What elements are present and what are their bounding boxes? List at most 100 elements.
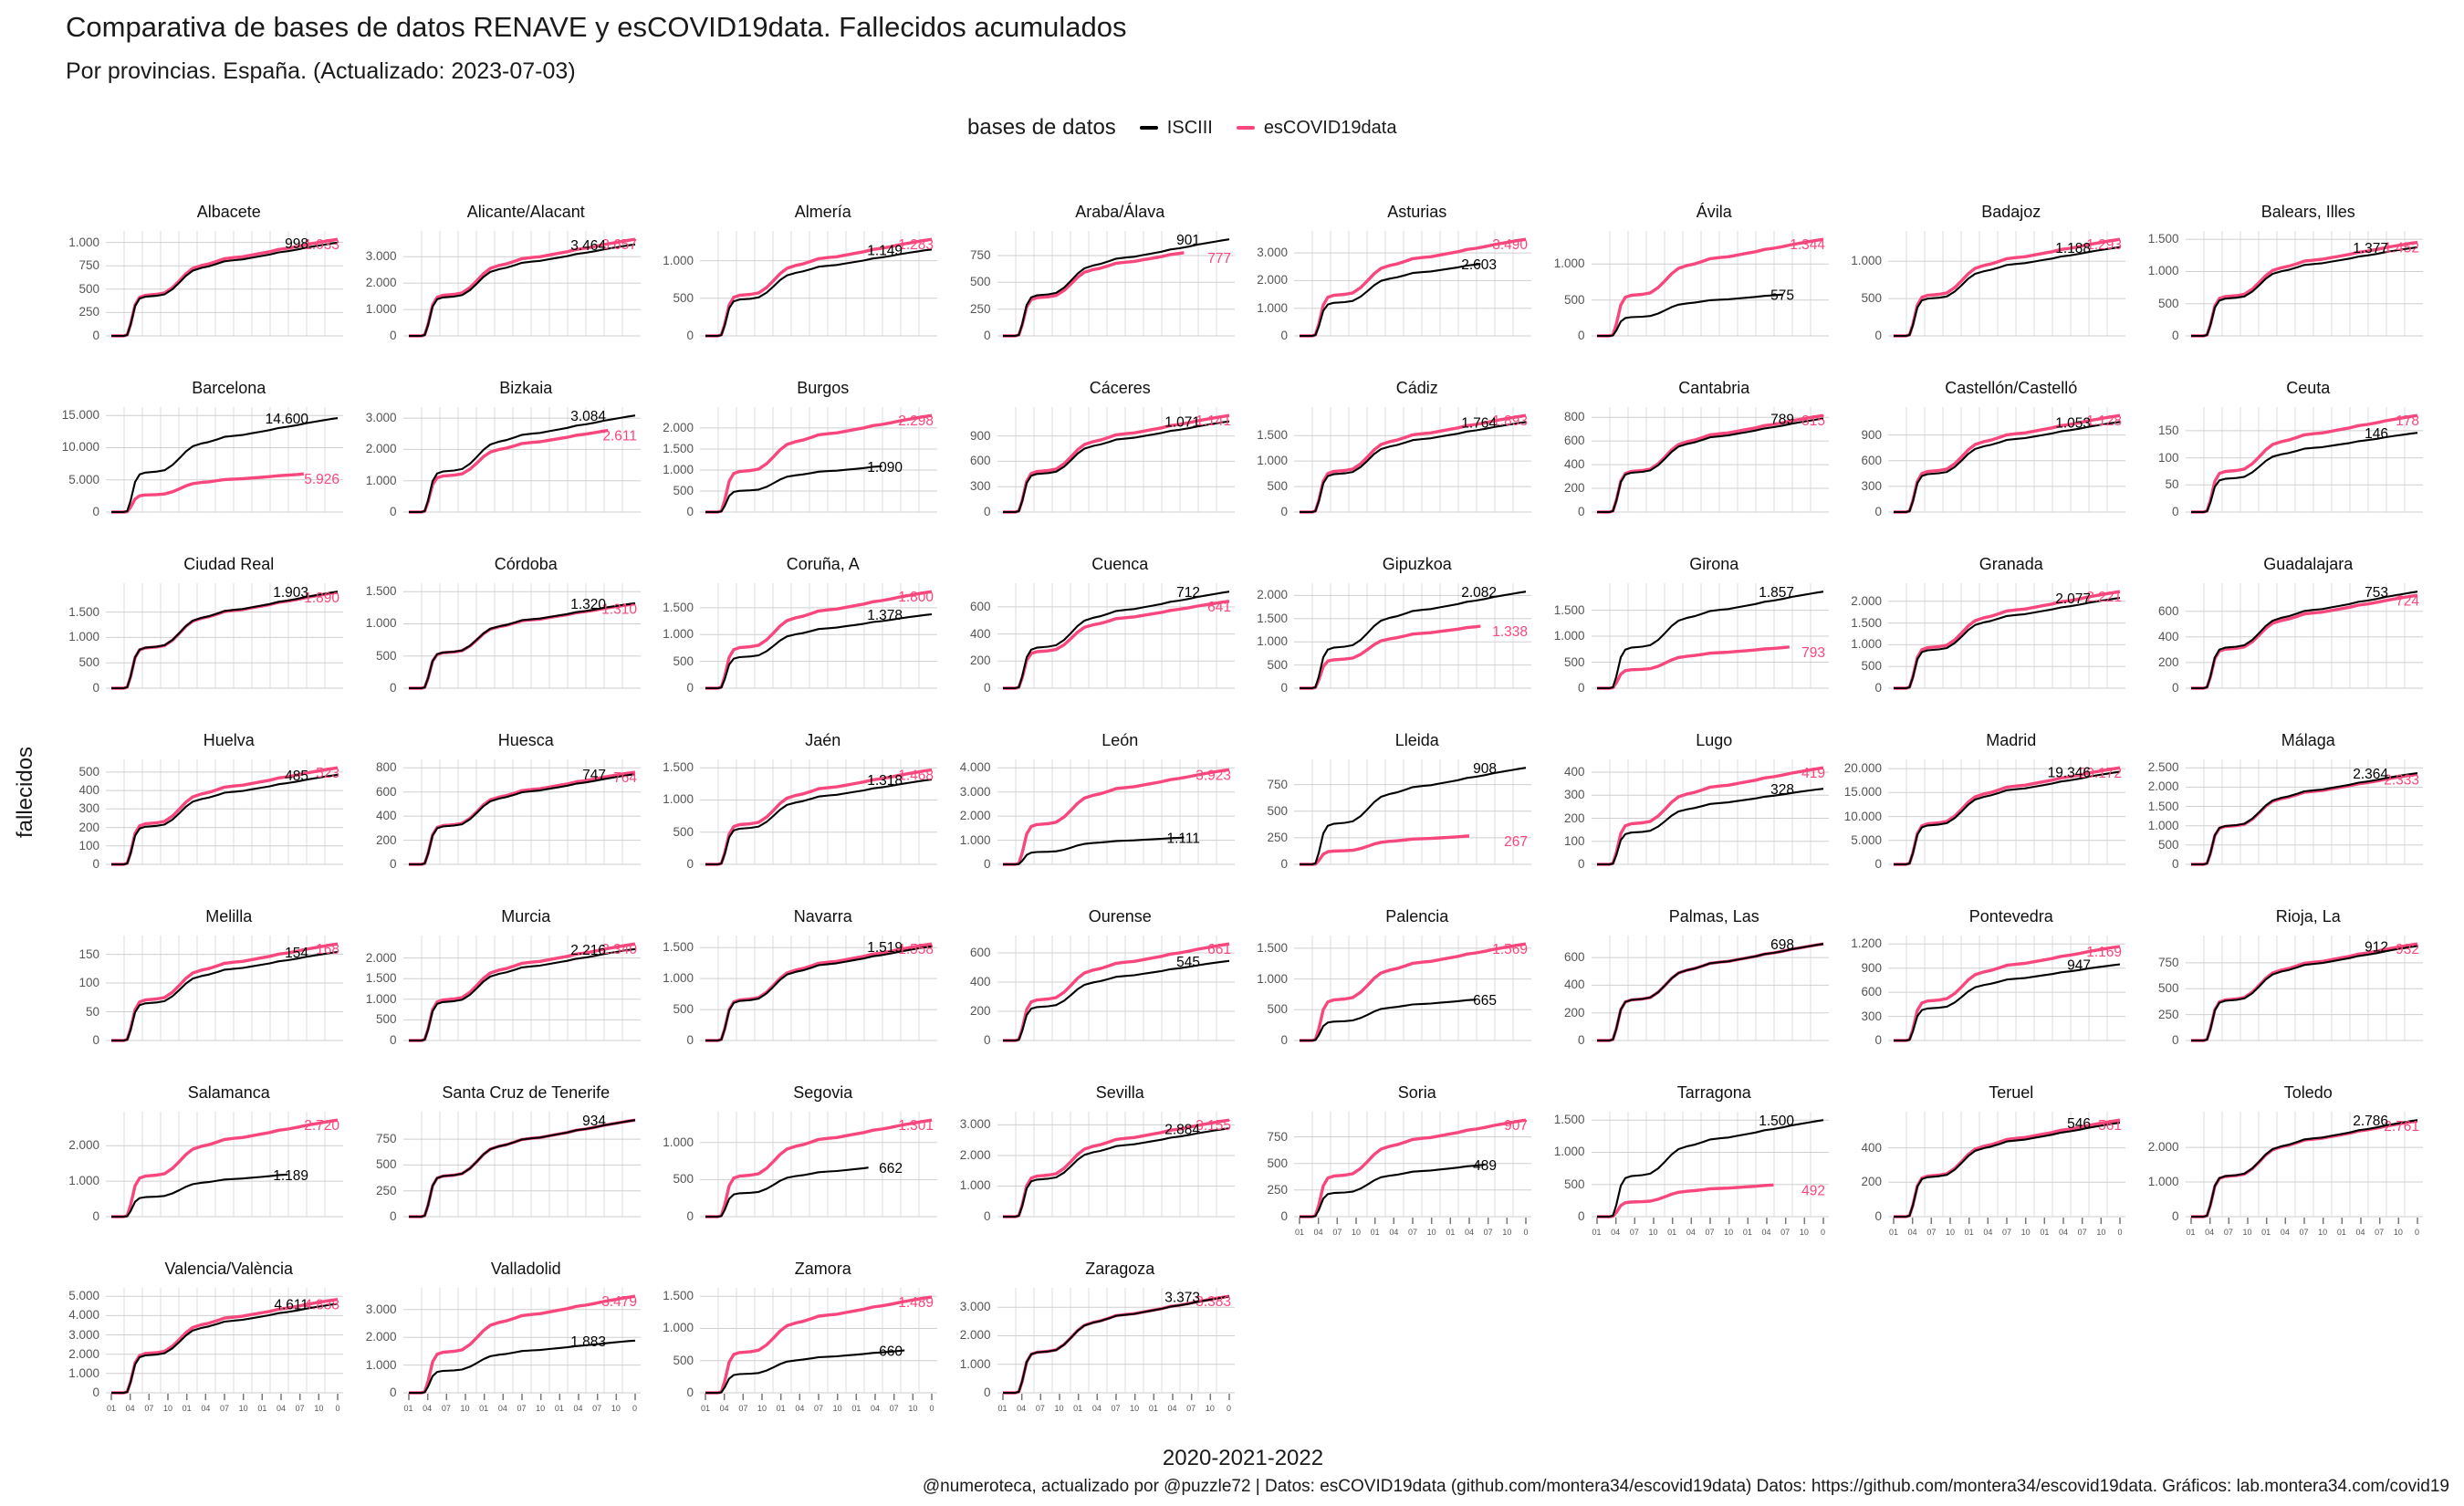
line-isciii <box>2190 591 2417 690</box>
facet-ciudad-real: Ciudad Real 0 500 1.000 1.500 1.890 1.903 <box>55 555 352 731</box>
value-label-escovid19data: 2.221 <box>2086 590 2122 605</box>
y-tick-label: 750 <box>375 1132 397 1146</box>
y-tick-label: 0 <box>92 857 99 871</box>
y-tick-label: 0 <box>686 329 694 342</box>
value-label-isciii: 1.320 <box>570 597 606 612</box>
value-label-escovid19data: 2.720 <box>304 1118 339 1134</box>
x-tick-label: 07 <box>1705 1228 1715 1237</box>
y-tick-label: 0 <box>389 505 397 518</box>
y-tick-label: 500 <box>375 1012 397 1027</box>
y-axis-balears-illes: 0 500 1.000 1.500 <box>2135 225 2186 346</box>
facet-title: Asturias <box>1387 203 1447 221</box>
x-axis-tarragona: 01 04 07 10 01 04 07 10 01 04 07 10 0 <box>1592 1227 1838 1241</box>
y-tick-label: 250 <box>969 301 991 316</box>
x-tick-label: 07 <box>592 1404 602 1413</box>
y-tick-label: 400 <box>1563 978 1585 992</box>
line-isciii <box>111 241 339 338</box>
y-tick-label: 900 <box>969 428 991 443</box>
value-label-isciii: 546 <box>2067 1116 2091 1132</box>
facet-madrid: Madrid 0 5.000 10.000 15.000 20.000 20.172 19.3… <box>1837 731 2135 907</box>
facet-title: Lleida <box>1394 731 1439 749</box>
value-label-escovid19data: 1.283 <box>898 237 934 253</box>
y-axis-rioja-la: 0 250 500 750 <box>2135 930 2186 1051</box>
x-tick-label: 04 <box>1091 1404 1101 1413</box>
value-label-isciii: 947 <box>2067 958 2091 974</box>
y-tick-label: 2.000 <box>68 1138 99 1153</box>
y-tick-label: 1.000 <box>1257 300 1288 315</box>
line-isciii <box>1002 591 1229 690</box>
facet-title: Madrid <box>1986 731 2037 749</box>
plot-valladolid: 3.479 1.883 <box>402 1288 641 1400</box>
y-axis-almeria: 0 500 1.000 <box>649 225 700 346</box>
y-axis-girona: 0 500 1.000 1.500 <box>1540 578 1592 698</box>
y-axis-coruna-a: 0 500 1.000 1.500 <box>649 578 700 698</box>
value-label-isciii: 2.364 <box>2353 767 2388 782</box>
y-tick-label: 100 <box>2157 450 2179 465</box>
x-tick-label: 01 <box>2261 1228 2271 1237</box>
x-tick-label: 10 <box>908 1404 918 1413</box>
y-axis-navarra: 0 500 1.000 1.500 <box>649 930 700 1051</box>
y-tick-label: 250 <box>1267 830 1288 844</box>
y-axis-segovia: 0 500 1.000 <box>649 1106 700 1227</box>
facet-title: Tarragona <box>1676 1083 1751 1102</box>
facet-cantabria: Cantabria 0 200 400 600 800 815 789 <box>1540 379 1838 555</box>
x-tick-label: 10 <box>1945 1228 1956 1237</box>
x-tick-label: 07 <box>1483 1228 1493 1237</box>
line-escovid19data <box>1596 237 1823 338</box>
x-tick-label: 10 <box>2242 1228 2252 1237</box>
y-tick-label: 5.000 <box>68 1289 99 1303</box>
line-escovid19data <box>1002 768 1229 866</box>
legend-swatch-isciii-icon <box>1139 126 1158 130</box>
line-escovid19data <box>1300 834 1470 866</box>
value-label-escovid19data: 419 <box>1801 766 1825 781</box>
x-tick-label: 0 <box>1820 1228 1826 1237</box>
value-label-isciii: 1.053 <box>2055 415 2091 431</box>
y-tick-label: 500 <box>1267 657 1288 672</box>
y-tick-label: 2.000 <box>2147 779 2179 794</box>
facet-gipuzkoa: Gipuzkoa 0 500 1.000 1.500 2.000 1.338 2.082 <box>1243 555 1540 731</box>
facet-title: Zamora <box>794 1260 851 1278</box>
value-label-isciii: 328 <box>1770 782 1794 798</box>
plot-tarragona: 492 1.500 <box>1591 1112 1829 1224</box>
line-isciii <box>1596 417 1823 514</box>
value-label-isciii: 3.464 <box>570 238 606 254</box>
legend-label-escovid19data: esCOVID19data <box>1263 117 1397 138</box>
y-axis-gipuzkoa: 0 500 1.000 1.500 2.000 <box>1243 578 1294 698</box>
y-axis-santa-cruz-de-tenerife: 0 250 500 750 <box>352 1106 403 1227</box>
x-tick-label: 10 <box>1724 1228 1734 1237</box>
facet-asturias: Asturias 0 1.000 2.000 3.000 3.490 2.603 <box>1243 203 1540 379</box>
line-isciii <box>408 773 635 866</box>
y-axis-madrid: 0 5.000 10.000 15.000 20.000 <box>1837 754 1888 874</box>
facet-title: Toledo <box>2283 1083 2333 1102</box>
x-tick-label: 07 <box>144 1404 154 1413</box>
y-tick-label: 2.000 <box>365 276 397 290</box>
x-tick-label: 07 <box>295 1404 305 1413</box>
facet-rioja-la: Rioja, La 0 250 500 750 932 912 <box>2135 907 2432 1083</box>
line-isciii <box>1002 959 1229 1042</box>
y-tick-label: 3.000 <box>68 1327 99 1342</box>
y-tick-label: 20.000 <box>1843 761 1882 776</box>
x-tick-label: 10 <box>314 1404 324 1413</box>
line-isciii <box>1894 597 2121 690</box>
line-isciii <box>1894 421 2121 514</box>
y-axis-soria: 0 250 500 750 <box>1243 1106 1294 1227</box>
x-tick-label: 10 <box>2020 1228 2031 1237</box>
y-tick-label: 900 <box>1861 960 1882 975</box>
x-tick-label: 10 <box>1648 1228 1658 1237</box>
x-tick-label: 04 <box>1611 1228 1621 1237</box>
y-tick-label: 3.000 <box>365 1302 397 1316</box>
value-label-isciii: 146 <box>2365 426 2388 442</box>
facet-title: Albacete <box>196 203 261 221</box>
value-label-escovid19data: 3.479 <box>601 1294 637 1310</box>
facet-title: Murcia <box>501 907 551 926</box>
plot-teruel: 561 546 <box>1888 1112 2125 1224</box>
y-tick-label: 1.500 <box>663 441 694 455</box>
x-tick-label: 01 <box>1964 1228 1974 1237</box>
y-tick-label: 500 <box>673 1172 694 1187</box>
facet-ourense: Ourense 0 200 400 600 661 545 <box>946 907 1244 1083</box>
plot-lleida: 267 908 <box>1294 759 1531 866</box>
line-isciii <box>705 945 933 1042</box>
